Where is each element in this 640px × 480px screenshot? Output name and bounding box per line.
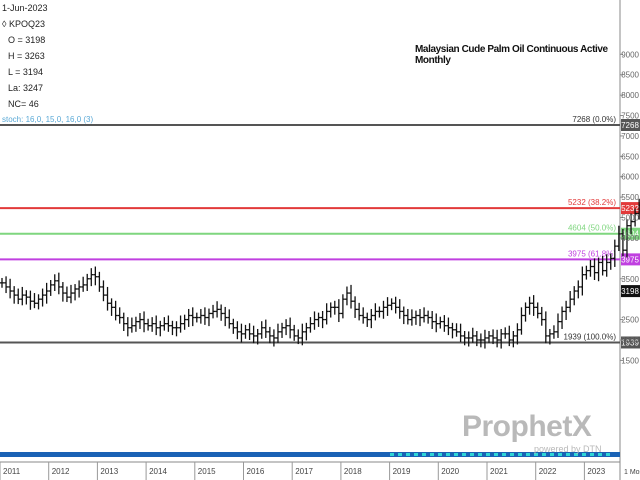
x-tick-label: 2016 <box>247 467 265 476</box>
indicator-dot <box>414 453 418 456</box>
x-extra-label: 1 Mos <box>624 469 640 476</box>
fibonacci-levels: 7268 (0.0%) 7268 5232 (38.2%) 5232 4604 (50.… <box>0 115 640 349</box>
indicator-dot <box>590 453 594 456</box>
level-price-box <box>621 336 640 349</box>
price-bars <box>0 198 640 349</box>
indicator-dot <box>542 453 546 456</box>
indicator-dot <box>574 453 578 456</box>
indicator-strip <box>0 452 620 457</box>
x-tick-label: 2022 <box>539 467 557 476</box>
indicator-dot <box>438 453 442 456</box>
level-label: 7268 (0.0%) <box>572 115 616 124</box>
brand-name: ProphetX <box>462 410 592 443</box>
indicator-dot <box>598 453 602 456</box>
indicator-dot <box>566 453 570 456</box>
x-tick-label: 2018 <box>344 467 362 476</box>
x-tick-label: 2011 <box>3 467 21 476</box>
y-tick-label: 8500 <box>621 71 639 80</box>
indicator-dot <box>518 453 522 456</box>
indicator-dot <box>486 453 490 456</box>
x-tick-label: 2019 <box>393 467 411 476</box>
level-price-box-label: 3975 <box>621 255 639 264</box>
x-axis: 2011 2012 2013 2014 2015 2016 2017 2018 2019 2020… <box>0 462 640 480</box>
indicator-dot <box>462 453 466 456</box>
indicator-dot <box>510 453 514 456</box>
indicator-dot <box>454 453 458 456</box>
x-tick-label: 2020 <box>441 467 459 476</box>
y-tick-label: 7500 <box>621 112 639 121</box>
high-value: H = 3263 <box>8 51 45 61</box>
y-tick-label: 1500 <box>621 356 639 365</box>
y-tick-label: 6500 <box>621 152 639 161</box>
level-price-box <box>621 253 640 266</box>
indicator-dot <box>582 453 586 456</box>
x-tick-label: 2023 <box>587 467 605 476</box>
indicator-dot <box>478 453 482 456</box>
y-tick-label: 9000 <box>621 50 639 59</box>
current-price-label: 3198 <box>621 287 639 296</box>
diamond-icon: ◊ <box>2 19 9 29</box>
y-axis: 9000 8500 8000 7500 7000 6500 6000 5500 5000 4500… <box>620 50 640 365</box>
level-label: 4604 (50.0%) <box>568 224 616 233</box>
last-value: La: 3247 <box>8 83 44 93</box>
y-tick-label: 6000 <box>621 173 639 182</box>
x-tick-label: 2012 <box>52 467 70 476</box>
level-label: 5232 (38.2%) <box>568 198 616 207</box>
indicator-dot <box>494 453 498 456</box>
stochastic-readout: stoch: 16,0, 15,0, 16,0 (3) <box>2 115 94 124</box>
indicator-dot <box>406 453 410 456</box>
y-tick-label: 8000 <box>621 91 639 100</box>
x-tick-label: 2017 <box>295 467 313 476</box>
y-tick-label: 2500 <box>621 316 639 325</box>
y-tick-label: 3500 <box>621 275 639 284</box>
y-tick-label: 2000 <box>621 336 639 345</box>
indicator-dot <box>534 453 538 456</box>
current-price-box <box>621 285 640 298</box>
level-price-box <box>621 119 640 131</box>
level-label: 1939 (100.0%) <box>564 332 617 341</box>
indicator-dot <box>606 453 610 456</box>
indicator-dot <box>430 453 434 456</box>
net-change-value: NC= 46 <box>8 99 39 109</box>
level-label: 3975 (61.8%) <box>568 249 616 258</box>
level-price-box-label: 4604 <box>621 230 639 239</box>
prophetx-logo: ProphetX powered by DTN <box>462 410 602 454</box>
chart-frame <box>0 0 621 480</box>
indicator-dot <box>390 453 394 456</box>
indicator-dot <box>550 453 554 456</box>
low-value: L = 3194 <box>8 67 43 77</box>
contract-symbol: KPOQ23 <box>8 19 45 29</box>
y-tick-label: 5000 <box>621 214 639 223</box>
quote-info-panel: 1-Jun-2023 ◊ KPOQ23 O = 3198 H = 3263 L … <box>2 0 93 128</box>
y-tick-label: 7000 <box>621 132 639 141</box>
level-price-box-label: 1939 <box>621 338 639 347</box>
indicator-dot <box>526 453 530 456</box>
brand-powered-by: powered by DTN <box>534 444 602 454</box>
x-tick-label: 2015 <box>198 467 216 476</box>
level-price-box-label: 7268 <box>621 121 639 130</box>
x-tick-label: 2014 <box>149 467 167 476</box>
y-tick-label: 5500 <box>621 193 639 202</box>
chart-date: 1-Jun-2023 <box>2 3 48 13</box>
indicator-dot <box>422 453 426 456</box>
x-tick-label: 2013 <box>100 467 118 476</box>
level-price-box-label: 5232 <box>621 204 639 213</box>
chart-title: Malaysian Cude Palm Oil Continuous Activ… <box>415 44 608 66</box>
indicator-dot <box>558 453 562 456</box>
y-tick-label: 4500 <box>621 234 639 243</box>
indicator-dot <box>398 453 402 456</box>
indicator-dot <box>502 453 506 456</box>
x-tick-label: 2021 <box>490 467 508 476</box>
open-value: O = 3198 <box>8 35 46 45</box>
indicator-dot <box>446 453 450 456</box>
indicator-dot <box>470 453 474 456</box>
